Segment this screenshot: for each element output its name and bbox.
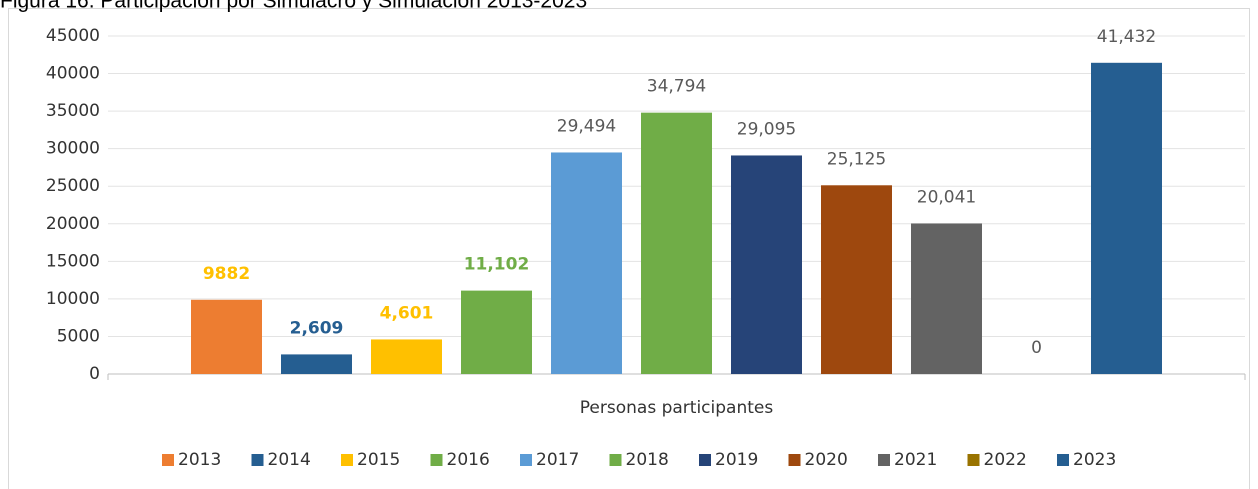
legend-label: 2019: [715, 450, 758, 470]
chart-title: Figura 16. Participación por Simulacro y…: [0, 0, 587, 13]
data-label: 11,102: [464, 255, 530, 275]
legend-label: 2021: [894, 450, 937, 470]
data-label: 34,794: [647, 77, 706, 97]
legend-label: 2018: [626, 450, 669, 470]
legend-swatch: [251, 454, 264, 466]
legend-swatch: [699, 454, 711, 466]
data-label: 9882: [203, 264, 250, 284]
legend-swatch: [878, 454, 890, 466]
legend-label: 2016: [447, 450, 490, 470]
legend-swatch: [788, 454, 801, 466]
data-label: 29,494: [557, 116, 616, 136]
x-axis-label: Personas participantes: [580, 398, 774, 418]
data-label: 0: [1031, 338, 1042, 358]
data-label: 20,041: [917, 187, 976, 207]
data-label: 41,432: [1097, 27, 1156, 47]
y-tick-label: 10000: [46, 289, 100, 309]
legend-swatch: [609, 454, 622, 466]
data-label: 2,609: [290, 318, 344, 338]
bar: [551, 152, 622, 374]
legend-label: 2014: [268, 450, 311, 470]
y-tick-label: 45000: [46, 26, 100, 46]
legend-swatch: [1057, 454, 1069, 466]
bar: [281, 354, 352, 374]
legend-swatch: [520, 454, 532, 466]
bar: [911, 223, 982, 374]
legend-swatch: [162, 454, 174, 466]
legend-label: 2013: [178, 450, 221, 470]
bar: [461, 290, 532, 374]
legend-label: 2022: [984, 450, 1027, 470]
y-tick-label: 30000: [46, 139, 100, 159]
bar: [371, 339, 442, 374]
data-label: 4,601: [380, 303, 434, 323]
y-tick-label: 25000: [46, 176, 100, 196]
y-tick-label: 35000: [46, 101, 100, 121]
legend-label: 2020: [805, 450, 848, 470]
y-tick-label: 15000: [46, 251, 100, 271]
y-tick-label: 20000: [46, 214, 100, 234]
legend-swatch: [967, 454, 980, 466]
legend-label: 2015: [357, 450, 400, 470]
legend-label: 2023: [1073, 450, 1116, 470]
chart-border: [8, 8, 1250, 489]
y-tick-label: 5000: [57, 326, 100, 346]
y-tick-label: 40000: [46, 64, 100, 84]
bar: [1091, 62, 1162, 374]
y-tick-label: 0: [89, 364, 100, 384]
bar: [821, 185, 892, 374]
legend-swatch: [341, 454, 353, 466]
legend-label: 2017: [536, 450, 579, 470]
legend-swatch: [430, 454, 443, 466]
data-label: 25,125: [827, 149, 886, 169]
bar: [731, 155, 802, 374]
bar: [641, 112, 712, 375]
data-label: 29,095: [737, 119, 796, 139]
bar: [191, 299, 262, 374]
